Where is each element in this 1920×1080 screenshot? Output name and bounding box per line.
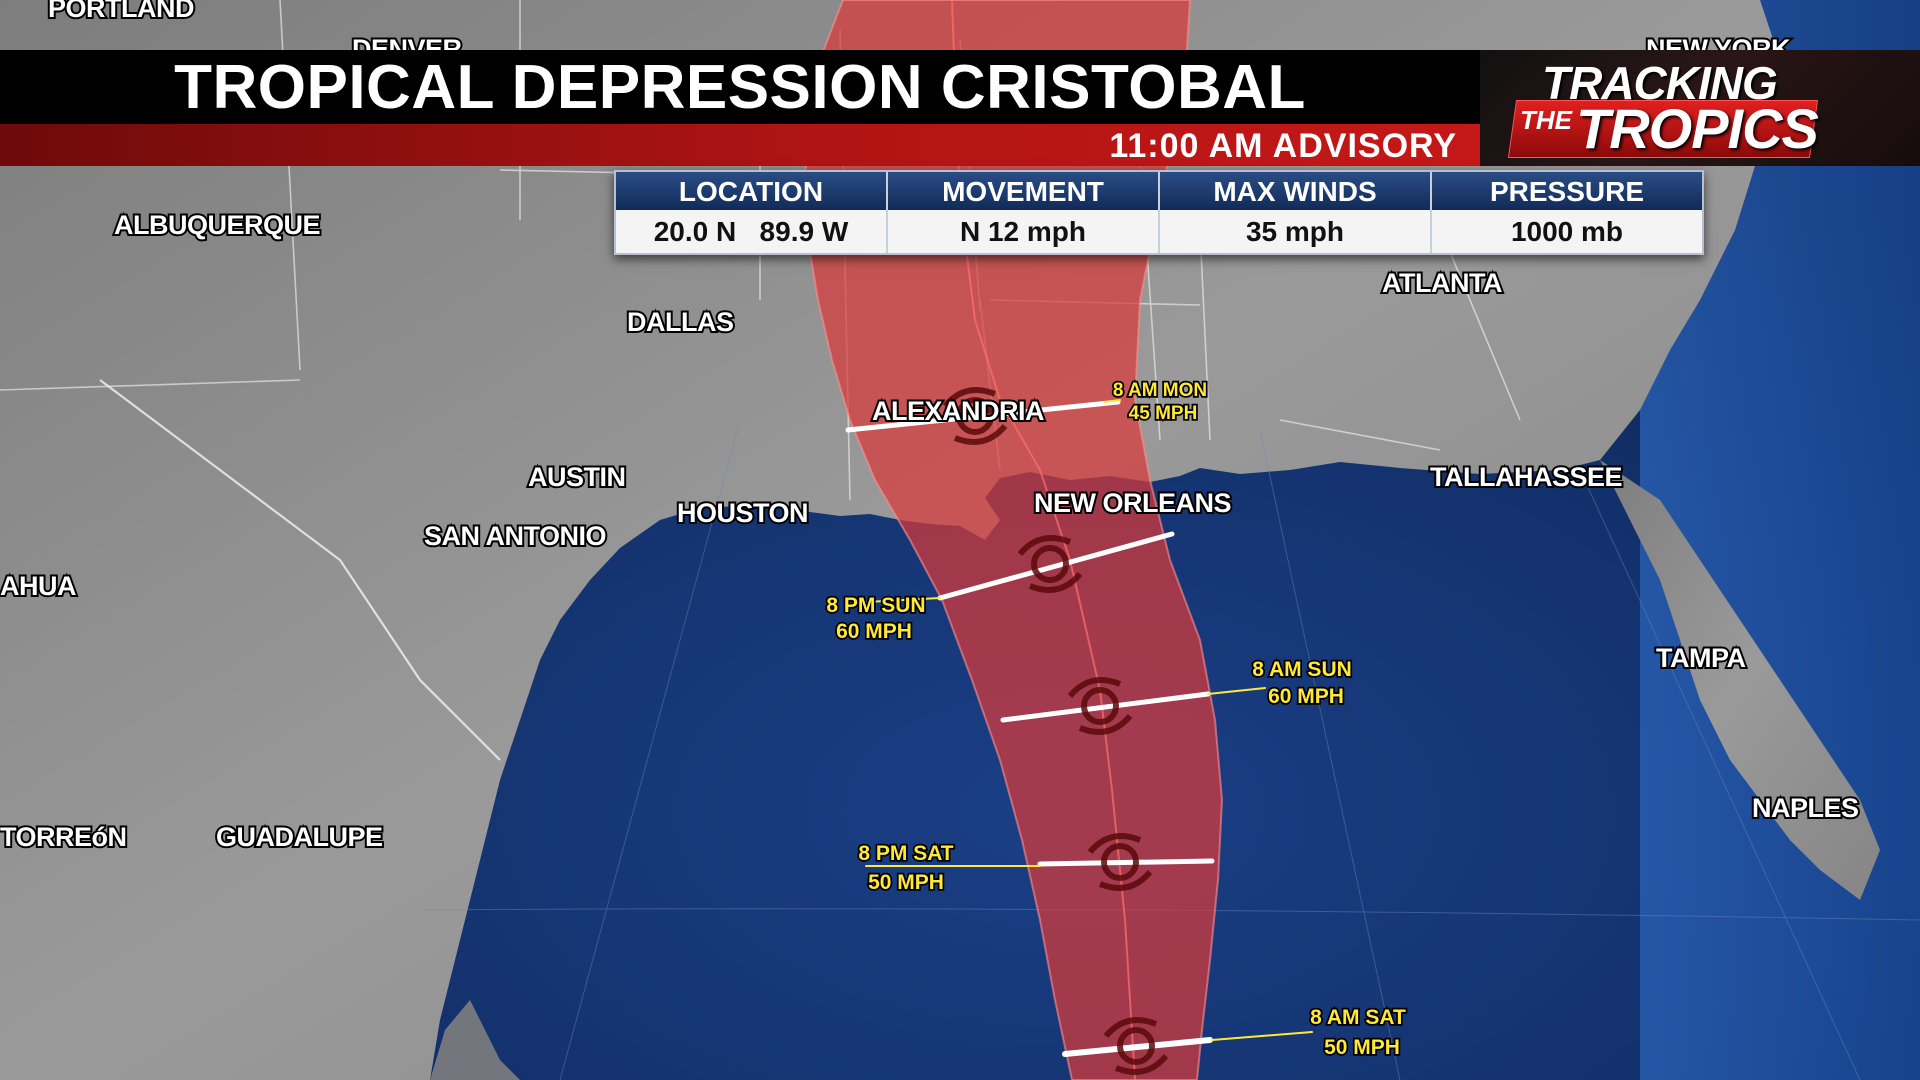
forecast-time-8am-sat: 8 AM SAT: [1310, 1006, 1406, 1029]
storm-icon: [1103, 1017, 1169, 1075]
forecast-time-8am-mon: 8 AM MON: [1113, 380, 1207, 401]
page-title: TROPICAL DEPRESSION CRISTOBAL: [174, 53, 1306, 122]
florida-peninsula: [1600, 460, 1880, 900]
storm-icon: [942, 387, 1008, 445]
city-label-atlanta: ATLANTA: [1382, 268, 1502, 298]
city-label-portland: PORTLAND: [48, 0, 194, 23]
city-label-san-antonio: SAN ANTONIO: [424, 521, 606, 551]
forecast-time-8pm-sun: 8 PM SUN: [826, 594, 925, 617]
logo-tropics-text: TROPICS: [1576, 97, 1819, 160]
info-header-max-winds: MAX WINDS: [1160, 172, 1432, 210]
forecast-wind-8pm-sun: 60 MPH: [836, 620, 912, 643]
info-header-pressure: PRESSURE: [1432, 172, 1702, 210]
advisory-label: 11:00 AM ADVISORY: [1109, 127, 1457, 165]
city-labels: PORTLAND DENVER NEW YORK ALBUQUERQUE DAL…: [0, 0, 1861, 854]
forecast-wind-8am-mon: 45 MPH: [1129, 403, 1198, 424]
city-label-torreon: TORREóN: [0, 822, 127, 852]
storm-icon: [1017, 535, 1083, 593]
city-label-dallas: DALLAS: [627, 307, 734, 337]
forecast-labels: 8 AM SAT 50 MPH 8 PM SAT 50 MPH 8 AM SUN…: [825, 378, 1408, 1061]
info-value-movement: N 12 mph: [888, 210, 1160, 253]
info-value-pressure: 1000 mb: [1432, 210, 1702, 253]
storm-info-table: LOCATION 20.0 N 89.9 W MOVEMENT N 12 mph…: [614, 170, 1704, 255]
city-label-guadalupe: GUADALUPE: [216, 822, 383, 852]
city-label-albuquerque: ALBUQUERQUE: [114, 210, 320, 240]
city-label-austin: AUSTIN: [528, 462, 626, 492]
mexico-border: [99, 379, 501, 761]
city-label-alexandria: ALEXANDRIA: [872, 396, 1044, 426]
info-value-max-winds: 35 mph: [1160, 210, 1432, 253]
info-header-location: LOCATION: [616, 172, 888, 210]
info-column-movement: MOVEMENT N 12 mph: [888, 172, 1160, 253]
forecast-cone: [803, 0, 1224, 1080]
info-value-location: 20.0 N 89.9 W: [616, 210, 888, 253]
storm-symbols: [942, 387, 1169, 1075]
yucatan-land: [430, 1000, 520, 1080]
forecast-time-8am-sun: 8 AM SUN: [1252, 658, 1352, 681]
info-header-movement: MOVEMENT: [888, 172, 1160, 210]
forecast-track-lines: [845, 399, 1313, 1057]
city-label-tallahassee: TALLAHASSEE: [1430, 462, 1622, 492]
info-column-max-winds: MAX WINDS 35 mph: [1160, 172, 1432, 253]
tracking-the-tropics-logo: TRACKING THE TROPICS: [1480, 50, 1920, 166]
info-column-pressure: PRESSURE 1000 mb: [1432, 172, 1702, 253]
us-mexico-land: [0, 0, 1780, 1080]
city-label-new-orleans: NEW ORLEANS: [1034, 488, 1231, 518]
advisory-bar: [0, 124, 1480, 166]
forecast-wind-8am-sat: 50 MPH: [1324, 1036, 1400, 1059]
forecast-wind-8am-sun: 60 MPH: [1268, 685, 1344, 708]
city-label-houston: HOUSTON: [677, 498, 808, 528]
storm-icon: [1067, 677, 1133, 735]
forecast-wind-8pm-sat: 50 MPH: [868, 871, 944, 894]
storm-icon: [1087, 833, 1153, 891]
info-column-location: LOCATION 20.0 N 89.9 W: [616, 172, 888, 253]
city-label-tampa: TAMPA: [1656, 643, 1745, 673]
forecast-time-8pm-sat: 8 PM SAT: [858, 842, 953, 865]
city-label-chihuahua: AHUA: [0, 571, 76, 601]
logo-the-text: THE: [1520, 105, 1572, 135]
city-label-naples: NAPLES: [1752, 793, 1859, 823]
title-bar: [0, 50, 1480, 124]
